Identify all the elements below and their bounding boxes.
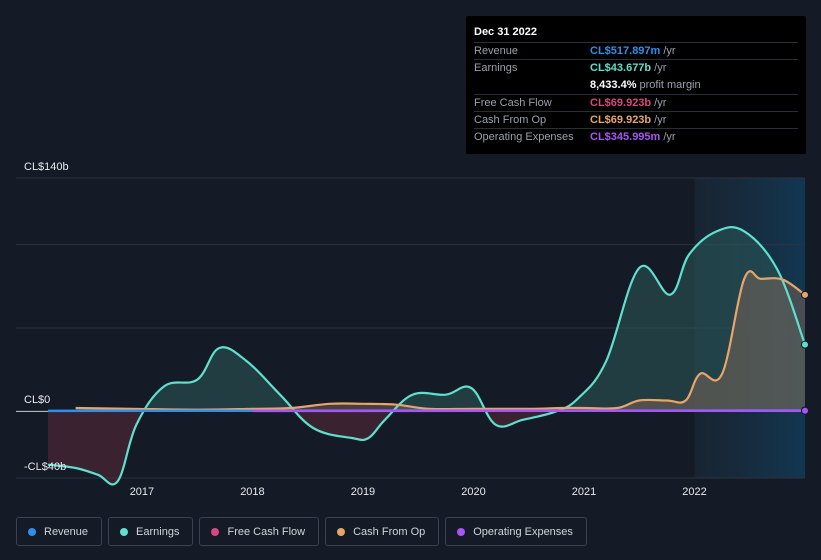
tooltip-label: Free Cash Flow — [474, 96, 552, 109]
tooltip-unit: /yr — [663, 131, 676, 144]
legend-item-operating-expenses[interactable]: Operating Expenses — [445, 517, 587, 546]
chart: 2017 2018 2019 2020 2021 2022 CL$140b CL$0 -C… — [16, 161, 809, 498]
legend-label: Earnings — [136, 525, 180, 538]
earnings-area-negative — [48, 411, 557, 485]
tooltip-panel: Dec 31 2022 Revenue CL$517.897m /yr Earn… — [466, 16, 806, 154]
tooltip-row-earnings: Earnings CL$43.677b /yr — [474, 59, 798, 76]
tooltip-value: CL$69.923b — [590, 96, 652, 109]
profit-margin-label: profit margin — [639, 78, 701, 91]
tooltip-row-opex: Operating Expenses CL$345.995m /yr — [474, 127, 798, 145]
tooltip-value: CL$517.897m — [590, 45, 661, 58]
tooltip-unit: /yr — [654, 96, 667, 109]
y-label-zero: CL$0 — [24, 394, 50, 406]
tooltip-value: CL$43.677b — [590, 62, 652, 75]
operating-expenses-end-point — [801, 406, 809, 415]
earnings-area-positive — [48, 227, 805, 412]
x-tick-label: 2018 — [240, 486, 264, 498]
cash-from-op-area — [75, 271, 805, 412]
legend-dot-icon — [28, 527, 36, 536]
earnings-line — [47, 226, 807, 486]
x-tick-label: 2017 — [130, 486, 154, 498]
legend-dot-icon — [211, 527, 220, 536]
legend-item-revenue[interactable]: Revenue — [16, 517, 103, 546]
tooltip-date: Dec 31 2022 — [474, 26, 537, 38]
tooltip-row-revenue: Revenue CL$517.897m /yr — [474, 42, 798, 59]
tooltip-unit: /yr — [654, 62, 667, 75]
legend-dot-icon — [337, 527, 346, 536]
legend-dot-icon — [457, 527, 466, 536]
tooltip-row-cfo: Cash From Op CL$69.923b /yr — [474, 110, 798, 128]
y-label-top: CL$140b — [24, 161, 69, 173]
legend-label: Operating Expenses — [473, 525, 573, 538]
x-tick-label: 2022 — [682, 486, 706, 498]
x-tick-label: 2019 — [351, 486, 375, 498]
tooltip-label: Operating Expenses — [474, 131, 574, 144]
legend-item-free-cash-flow[interactable]: Free Cash Flow — [199, 517, 320, 546]
y-label-bottom: -CL$40b — [24, 461, 66, 473]
legend-label: Free Cash Flow — [227, 525, 306, 538]
tooltip-unit: /yr — [654, 113, 667, 126]
tooltip-row-margin: 8,433.4% profit margin — [474, 76, 798, 93]
earnings-end-point — [801, 340, 809, 349]
tooltip-row-fcf: Free Cash Flow CL$69.923b /yr — [474, 93, 798, 111]
tooltip-label: Cash From Op — [474, 113, 547, 126]
cash-from-op-end-point — [801, 290, 809, 299]
legend-label: Cash From Op — [353, 525, 426, 538]
legend-dot-icon — [120, 527, 129, 536]
legend-item-earnings[interactable]: Earnings — [108, 517, 194, 546]
profit-margin-value: 8,433.4% — [590, 78, 637, 91]
legend-item-cash-from-op[interactable]: Cash From Op — [325, 517, 440, 546]
legend: Revenue Earnings Free Cash Flow Cash Fro… — [16, 517, 587, 546]
tooltip-value: CL$69.923b — [590, 113, 652, 126]
tooltip-unit: /yr — [663, 45, 676, 58]
x-tick-label: 2021 — [572, 486, 596, 498]
tooltip-label: Earnings — [474, 62, 518, 75]
cash-from-op-line — [75, 270, 806, 411]
tooltip-value: CL$345.995m — [590, 131, 661, 144]
legend-label: Revenue — [44, 525, 89, 538]
tooltip-label: Revenue — [474, 45, 519, 58]
x-tick-label: 2020 — [461, 486, 485, 498]
